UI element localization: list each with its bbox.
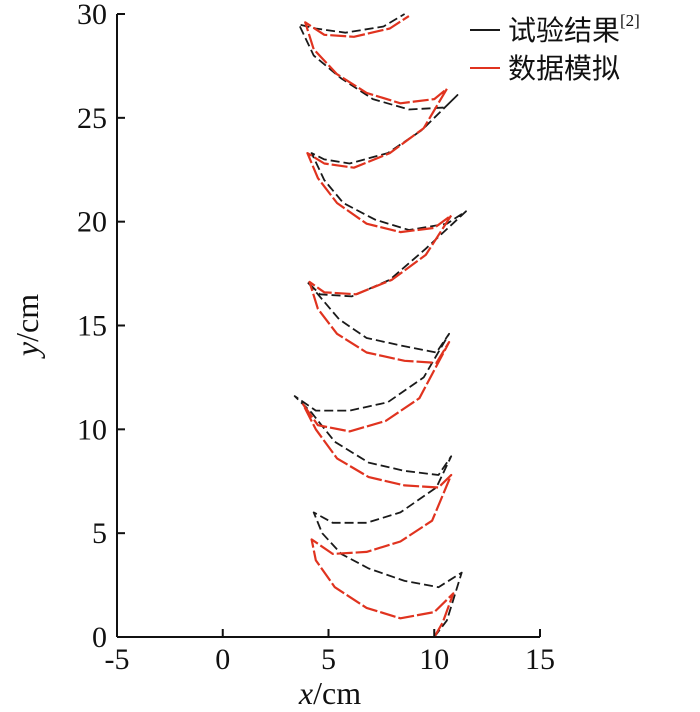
x-axis-title: x/cm (298, 675, 361, 711)
legend-label-test: 试验结果[2] (508, 11, 640, 47)
legend-item-sim: 数据模拟 (470, 52, 620, 85)
y-tick-label: 30 (77, 0, 107, 31)
y-tick-label: 10 (77, 413, 107, 446)
legend-label-test-ref: [2] (620, 11, 640, 30)
y-tick-label: 5 (92, 517, 107, 550)
axes (116, 13, 541, 638)
y-tick-label: 0 (92, 621, 107, 654)
y-axis-unit: /cm (9, 294, 45, 342)
legend: 试验结果[2] 数据模拟 (470, 11, 640, 85)
series-line-1 (302, 15, 455, 638)
x-axis-unit: /cm (313, 675, 361, 711)
x-tick-label: 5 (321, 643, 336, 676)
x-tick-label: -5 (105, 643, 130, 676)
x-tick-label: 10 (419, 643, 449, 676)
x-axis-var: x (298, 675, 313, 711)
y-tick-label: 20 (77, 206, 107, 239)
x-tick-label: 15 (525, 643, 555, 676)
y-tick-label: 25 (77, 102, 107, 135)
legend-label-test-name: 试验结果 (508, 14, 620, 47)
plot-area (293, 13, 467, 638)
y-axis-var: y (9, 341, 45, 359)
legend-item-test: 试验结果[2] (470, 11, 640, 47)
y-axis-title: y/cm (9, 294, 45, 359)
legend-label-sim: 数据模拟 (508, 52, 620, 85)
x-tick-label: 0 (215, 643, 230, 676)
y-tick-label: 15 (77, 310, 107, 343)
series-line-0 (293, 13, 467, 638)
